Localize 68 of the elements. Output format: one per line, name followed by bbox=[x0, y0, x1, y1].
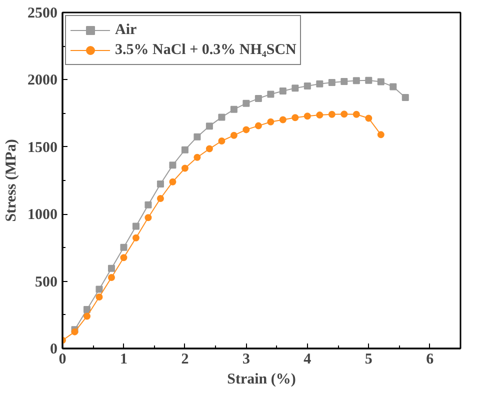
y-tick-label: 2500 bbox=[28, 6, 58, 22]
point bbox=[304, 82, 311, 90]
point bbox=[292, 84, 299, 92]
y-tick-label: 500 bbox=[35, 274, 58, 290]
point bbox=[267, 90, 274, 98]
point bbox=[230, 132, 238, 139]
x-tick-label: 1 bbox=[120, 352, 128, 368]
point bbox=[206, 122, 213, 130]
point bbox=[96, 294, 103, 301]
point bbox=[181, 164, 188, 172]
point bbox=[156, 180, 164, 188]
y-tick-label: 1000 bbox=[28, 207, 58, 224]
point bbox=[144, 214, 152, 222]
y-tick-label: 0 bbox=[50, 342, 58, 358]
y-tick-label: 2000 bbox=[28, 72, 58, 89]
point bbox=[267, 118, 274, 126]
point bbox=[181, 146, 188, 154]
x-tick-label: 4 bbox=[304, 352, 312, 368]
point bbox=[316, 112, 324, 119]
point bbox=[328, 79, 336, 86]
point bbox=[377, 78, 384, 86]
point bbox=[328, 110, 336, 118]
point bbox=[108, 264, 115, 272]
point bbox=[132, 234, 140, 242]
point bbox=[365, 76, 372, 84]
x-tick-label: 2 bbox=[181, 352, 189, 368]
point bbox=[254, 95, 262, 102]
point bbox=[206, 145, 213, 152]
point bbox=[218, 137, 226, 144]
x-tick-label: 6 bbox=[426, 352, 434, 368]
point bbox=[340, 110, 348, 118]
y-tick-label: 1500 bbox=[28, 140, 58, 156]
point bbox=[230, 106, 238, 113]
point bbox=[83, 306, 90, 314]
point bbox=[108, 274, 115, 282]
point bbox=[402, 94, 409, 101]
legend-label: 3.5% NaCl + 0.3% NH₄SCN bbox=[115, 42, 296, 58]
point bbox=[352, 110, 360, 118]
point bbox=[218, 114, 226, 121]
y-axis-title: Stress (MPa) bbox=[4, 139, 20, 222]
point bbox=[194, 154, 201, 161]
point bbox=[304, 112, 311, 120]
point bbox=[340, 78, 348, 85]
point bbox=[254, 122, 262, 130]
point bbox=[120, 244, 128, 251]
point bbox=[156, 195, 164, 202]
point bbox=[169, 178, 176, 186]
point bbox=[120, 254, 128, 262]
legend-label: Air bbox=[115, 22, 137, 38]
point bbox=[377, 131, 384, 138]
point bbox=[96, 286, 103, 293]
point bbox=[242, 126, 250, 134]
point bbox=[169, 162, 176, 169]
point bbox=[83, 312, 90, 320]
point bbox=[194, 133, 201, 140]
point bbox=[242, 100, 250, 107]
point bbox=[316, 80, 324, 88]
point bbox=[292, 114, 299, 122]
point bbox=[279, 87, 286, 94]
point bbox=[352, 77, 360, 84]
x-axis-title: Strain (%) bbox=[227, 372, 296, 388]
point bbox=[390, 83, 397, 90]
point bbox=[144, 201, 152, 208]
x-tick-label: 5 bbox=[364, 352, 372, 368]
point bbox=[132, 222, 140, 230]
x-tick-label: 3 bbox=[242, 352, 250, 368]
point bbox=[365, 114, 372, 122]
point bbox=[279, 116, 286, 124]
